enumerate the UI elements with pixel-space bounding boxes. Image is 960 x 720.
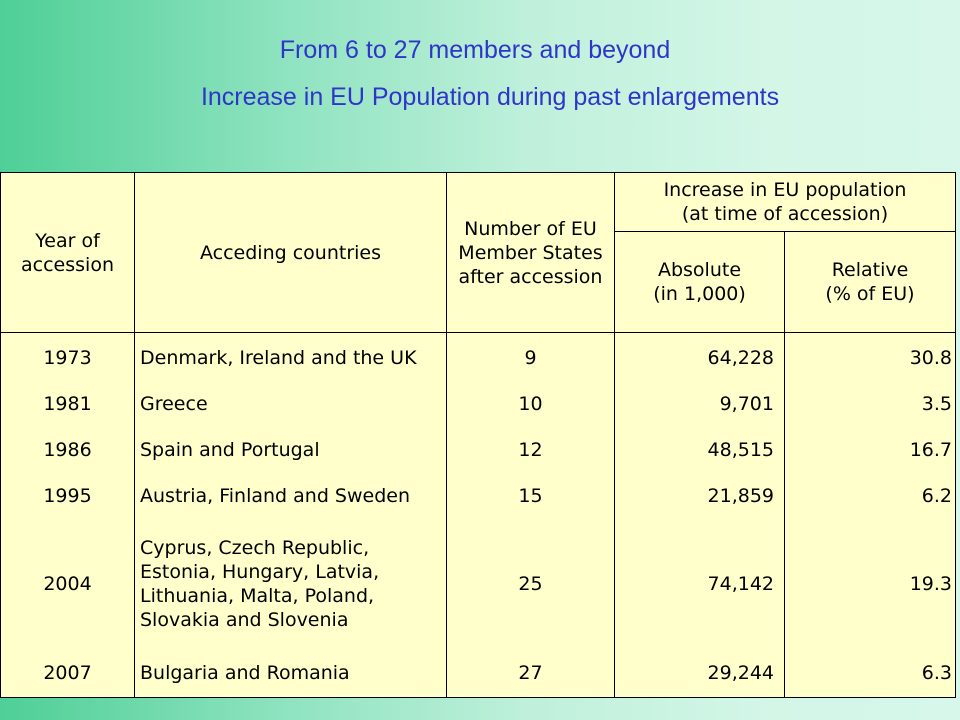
cell-relative: 6.2	[784, 473, 956, 519]
cell-absolute: 74,142	[614, 519, 785, 649]
cell-relative: 16.7	[784, 427, 956, 473]
header-absolute: Absolute (in 1,000)	[614, 231, 785, 333]
title-line-2: Increase in EU Population during past en…	[200, 83, 780, 111]
header-members: Number of EU Member States after accession	[446, 172, 615, 333]
cell-countries: Austria, Finland and Sweden	[134, 473, 447, 519]
cell-year: 1981	[0, 381, 135, 427]
cell-members: 15	[446, 473, 615, 519]
table-row: 1986 Spain and Portugal 12 48,515 16.7	[0, 427, 956, 473]
header-countries: Acceding countries	[134, 172, 447, 333]
cell-absolute: 64,228	[614, 332, 785, 381]
cell-relative: 3.5	[784, 381, 956, 427]
cell-year: 1986	[0, 427, 135, 473]
cell-absolute: 48,515	[614, 427, 785, 473]
cell-members: 25	[446, 519, 615, 649]
cell-year: 2007	[0, 649, 135, 698]
cell-relative: 30.8	[784, 332, 956, 381]
cell-absolute: 29,244	[614, 649, 785, 698]
table-row: 1973 Denmark, Ireland and the UK 9 64,22…	[0, 332, 956, 381]
cell-absolute: 21,859	[614, 473, 785, 519]
cell-countries: Denmark, Ireland and the UK	[134, 332, 447, 381]
cell-countries: Spain and Portugal	[134, 427, 447, 473]
cell-countries: Greece	[134, 381, 447, 427]
cell-year: 1973	[0, 332, 135, 381]
cell-members: 10	[446, 381, 615, 427]
cell-members: 9	[446, 332, 615, 381]
cell-relative: 19.3	[784, 519, 956, 649]
cell-year: 1995	[0, 473, 135, 519]
enlargement-table: Year of accession Acceding countries Numb…	[0, 172, 956, 698]
table-row: 2004 Cyprus, Czech Republic, Estonia, Hun…	[0, 519, 956, 649]
table-row: 1995 Austria, Finland and Sweden 15 21,8…	[0, 473, 956, 519]
header-year: Year of accession	[0, 172, 135, 333]
cell-absolute: 9,701	[614, 381, 785, 427]
cell-relative: 6.3	[784, 649, 956, 698]
cell-members: 27	[446, 649, 615, 698]
cell-countries: Cyprus, Czech Republic, Estonia, Hungary,…	[134, 519, 447, 649]
title-line-1: From 6 to 27 members and beyond	[279, 36, 671, 64]
cell-members: 12	[446, 427, 615, 473]
table-row: 2007 Bulgaria and Romania 27 29,244 6.3	[0, 649, 956, 698]
cell-year: 2004	[0, 519, 135, 649]
cell-countries: Bulgaria and Romania	[134, 649, 447, 698]
header-increase: Increase in EU population (at time of acc…	[614, 172, 956, 232]
header-relative: Relative (% of EU)	[784, 231, 956, 333]
table-row: 1981 Greece 10 9,701 3.5	[0, 381, 956, 427]
